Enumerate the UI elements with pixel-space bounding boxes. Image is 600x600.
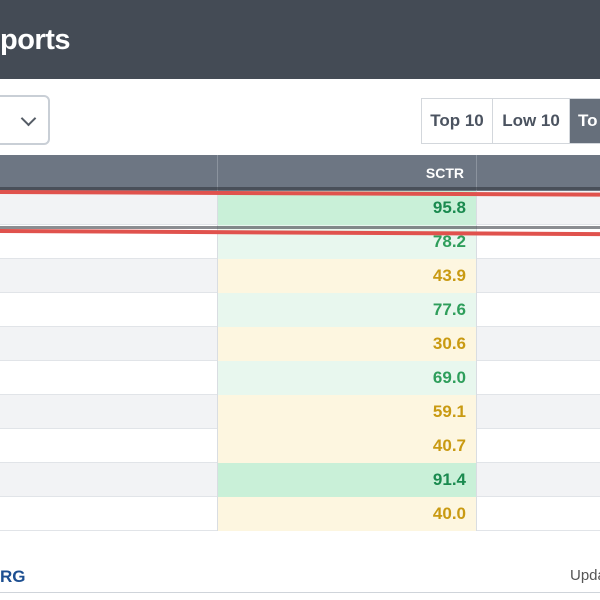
table-row[interactable]: 95.8 xyxy=(0,191,600,225)
table-body: 95.8 78.2 43.9 77.6 30.6 69.0 59.1 40.7 91.4 40.0 xyxy=(0,191,600,531)
footer-divider xyxy=(0,592,600,593)
cell-extra xyxy=(477,395,600,429)
cell-name xyxy=(0,191,218,225)
column-header-extra[interactable] xyxy=(477,155,600,191)
page-footer: RG Upda xyxy=(0,540,600,600)
cell-extra xyxy=(477,293,600,327)
table-row[interactable]: 30.6 xyxy=(0,327,600,361)
cell-sctr: 91.4 xyxy=(218,463,477,497)
cell-name xyxy=(0,463,218,497)
highlight-shadow-bottom xyxy=(0,226,600,229)
cell-sctr: 43.9 xyxy=(218,259,477,293)
cell-name xyxy=(0,259,218,293)
table-row[interactable]: 40.0 xyxy=(0,497,600,531)
cell-name xyxy=(0,327,218,361)
cell-extra xyxy=(477,225,600,259)
chevron-down-icon xyxy=(20,110,37,127)
cell-sctr: 59.1 xyxy=(218,395,477,429)
cell-name xyxy=(0,395,218,429)
cell-sctr: 40.0 xyxy=(218,497,477,531)
cell-name xyxy=(0,225,218,259)
table-row[interactable]: 40.7 xyxy=(0,429,600,463)
table-row[interactable]: 43.9 xyxy=(0,259,600,293)
cell-name xyxy=(0,293,218,327)
highlight-shadow-top xyxy=(0,187,600,190)
footer-logo[interactable]: RG xyxy=(0,567,26,586)
table-row[interactable]: 69.0 xyxy=(0,361,600,395)
table-row[interactable]: 77.6 xyxy=(0,293,600,327)
cell-extra xyxy=(477,259,600,293)
footer-updated-text: Upda xyxy=(570,567,600,584)
table-row[interactable]: 91.4 xyxy=(0,463,600,497)
cell-extra xyxy=(477,327,600,361)
column-header-name[interactable] xyxy=(0,155,218,191)
cell-name xyxy=(0,361,218,395)
cell-sctr: 77.6 xyxy=(218,293,477,327)
page-title: ports xyxy=(0,24,71,56)
cell-extra xyxy=(477,361,600,395)
low-10-button[interactable]: Low 10 xyxy=(493,98,570,144)
page-header: ports xyxy=(0,0,600,79)
table-header: SCTR xyxy=(0,155,600,191)
cell-name xyxy=(0,429,218,463)
cell-name xyxy=(0,497,218,531)
cell-sctr: 40.7 xyxy=(218,429,477,463)
cell-extra xyxy=(477,497,600,531)
sector-dropdown[interactable] xyxy=(0,95,50,145)
cell-sctr: 69.0 xyxy=(218,361,477,395)
cell-sctr: 95.8 xyxy=(218,191,477,225)
column-header-sctr[interactable]: SCTR xyxy=(218,155,477,191)
table-row[interactable]: 59.1 xyxy=(0,395,600,429)
cell-extra xyxy=(477,463,600,497)
top-all-button[interactable]: To xyxy=(570,98,600,144)
cell-sctr: 30.6 xyxy=(218,327,477,361)
cell-extra xyxy=(477,429,600,463)
range-button-group: Top 10 Low 10 To xyxy=(421,98,600,144)
top-10-button[interactable]: Top 10 xyxy=(421,98,493,144)
controls-bar: Top 10 Low 10 To xyxy=(0,79,600,155)
